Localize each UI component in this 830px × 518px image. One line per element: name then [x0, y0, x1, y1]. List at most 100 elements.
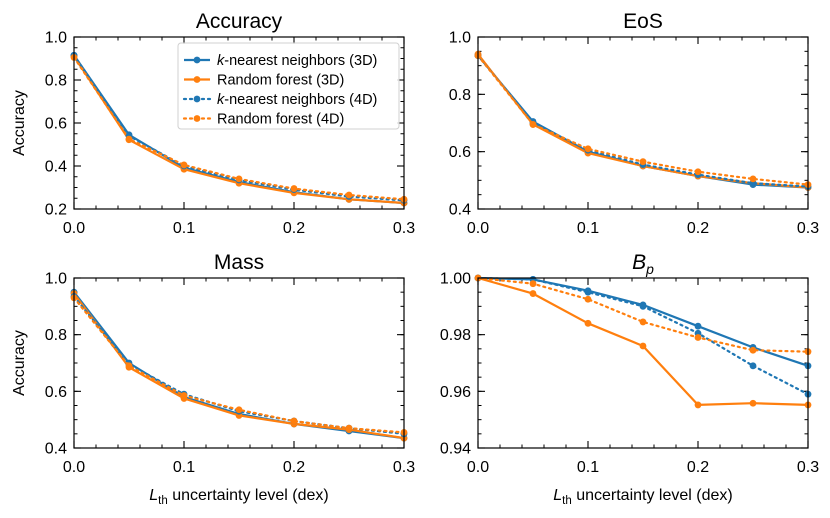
data-point	[584, 319, 592, 327]
legend-marker	[193, 115, 201, 122]
data-point	[125, 362, 133, 370]
data-point	[345, 424, 353, 432]
panel-title-subscript: p	[645, 261, 654, 277]
x-tick-label: 0.1	[173, 459, 195, 476]
panel-title: Bp	[632, 251, 654, 277]
y-tick-label: 0.6	[45, 384, 67, 401]
y-tick-label: 0.98	[440, 327, 471, 344]
panel-title: EoS	[623, 10, 663, 33]
data-point	[125, 135, 133, 143]
x-axis-label: Lth uncertainty level (dex)	[553, 487, 732, 507]
plot-frame	[477, 277, 809, 449]
data-point	[529, 290, 537, 297]
plot-frame	[73, 277, 405, 449]
data-point	[639, 342, 647, 350]
data-point	[749, 346, 757, 354]
data-point	[180, 161, 188, 169]
data-point	[180, 392, 188, 399]
legend-label-suffix: -nearest neighbors (3D)	[224, 53, 377, 69]
x-axis-label-subscript: th	[158, 495, 168, 507]
x-tick-label: 0.1	[577, 459, 599, 476]
data-point	[694, 168, 702, 176]
data-point	[345, 191, 353, 199]
x-axis-label-text: uncertainty level (dex)	[572, 487, 733, 504]
legend-label-prefix: Random forest (4D)	[217, 112, 344, 128]
data-point	[694, 334, 702, 341]
x-tick-label: 0.1	[577, 220, 599, 237]
plot-frame	[477, 36, 809, 210]
data-point	[639, 302, 647, 310]
x-axis-label: Lth uncertainty level (dex)	[149, 487, 328, 507]
legend-label-prefix: Random forest (3D)	[217, 73, 344, 89]
legend-marker	[193, 76, 201, 83]
data-point	[694, 322, 702, 330]
data-point	[529, 280, 537, 288]
y-tick-label: 0.2	[45, 202, 67, 219]
panel-title: Mass	[214, 251, 264, 274]
y-tick-label: 0.94	[440, 441, 471, 458]
legend-box	[177, 42, 400, 130]
y-tick-label: 0.96	[440, 384, 471, 401]
x-tick-label: 0.3	[797, 459, 819, 476]
y-tick-label: 0.8	[449, 87, 471, 104]
x-axis-label-subscript: th	[562, 495, 572, 507]
x-tick-label: 0.2	[283, 459, 305, 476]
y-tick-label: 1.0	[45, 271, 67, 288]
legend-marker	[193, 95, 201, 103]
panel-4: 0.94 0.96 0.98 1.00 0.0 0.1 0.2 0.3 Bp Lth uncert…	[440, 251, 819, 507]
legend: k-nearest neighbors (3D)Random forest (3…	[177, 42, 400, 130]
x-tick-label: 0.0	[63, 459, 85, 476]
data-point	[694, 401, 702, 409]
y-tick-label: 0.4	[45, 441, 67, 458]
legend-marker	[193, 56, 201, 64]
data-point	[290, 417, 298, 425]
y-tick-label: 0.4	[449, 202, 471, 219]
data-point	[639, 318, 647, 326]
series-line	[477, 276, 809, 406]
legend-label: Random forest (3D)	[217, 73, 344, 89]
panel-title-symbol: B	[632, 251, 646, 274]
x-tick-label: 0.2	[283, 220, 305, 237]
y-tick-label: 0.8	[45, 73, 67, 90]
legend-label: k-nearest neighbors (4D)	[217, 92, 377, 108]
data-point	[290, 185, 298, 192]
y-axis-label: Accuracy	[11, 330, 28, 396]
legend-label: k-nearest neighbors (3D)	[217, 53, 377, 69]
legend-label-suffix: -nearest neighbors (4D)	[224, 92, 377, 108]
legend-label-italic: k	[217, 53, 225, 69]
x-tick-label: 0.1	[173, 220, 195, 237]
panel-2: 0.4 0.6 0.8 1.0 0.0 0.1 0.2 0.3 EoS	[449, 10, 819, 237]
y-tick-label: 0.6	[449, 144, 471, 161]
y-tick-label: 0.4	[45, 159, 67, 176]
x-tick-label: 0.3	[797, 220, 819, 237]
plot-frame	[73, 36, 405, 210]
panel-3: 0.4 0.6 0.8 1.0 0.0 0.1 0.2 0.3 Mass Accuracy Lth …	[11, 251, 415, 507]
y-axis-label: Accuracy	[11, 90, 28, 156]
x-axis-label-symbol: L	[553, 487, 562, 504]
y-tick-label: 0.8	[45, 327, 67, 344]
x-tick-label: 0.2	[687, 220, 709, 237]
x-tick-label: 0.0	[467, 459, 489, 476]
data-point	[235, 406, 243, 414]
y-tick-label: 0.6	[45, 116, 67, 133]
y-tick-label: 1.0	[449, 30, 471, 47]
series-line	[476, 276, 810, 353]
panel-1: 0.2 0.4 0.6 0.8 1.0 0.0 0.1 0.2 0.3 Accuracy Accur…	[11, 10, 415, 237]
y-tick-label: 1.0	[45, 30, 67, 47]
data-point	[749, 362, 757, 370]
x-tick-label: 0.0	[467, 220, 489, 237]
x-tick-label: 0.2	[687, 459, 709, 476]
series-line	[476, 276, 810, 396]
data-point	[529, 121, 537, 128]
x-axis-label-text: uncertainty level (dex)	[168, 487, 329, 504]
data-point	[639, 158, 647, 166]
legend-label: Random forest (4D)	[217, 112, 344, 128]
x-tick-label: 0.3	[393, 220, 415, 237]
legend-label-italic: k	[217, 92, 225, 108]
panel-title: Accuracy	[196, 10, 283, 33]
x-axis-label-symbol: L	[149, 487, 158, 504]
y-tick-label: 1.00	[440, 271, 471, 288]
data-point	[235, 175, 243, 183]
data-point	[584, 288, 592, 296]
